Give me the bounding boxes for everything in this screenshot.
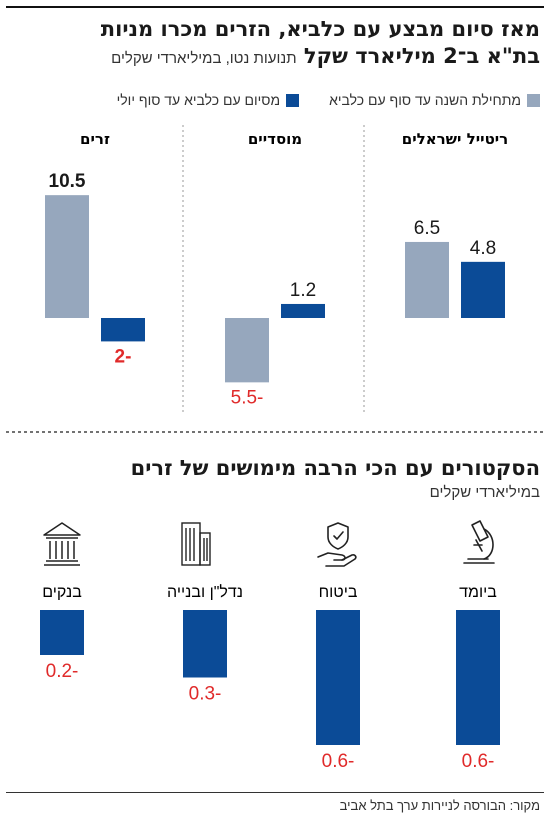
- insurance-hand-icon: [317, 522, 357, 567]
- bar-sector-banks: [40, 610, 84, 655]
- value-label-retail-period2: 4.8: [470, 238, 496, 259]
- legend-label-period2: מסיום עם כלביא עד סוף יולי: [116, 92, 281, 108]
- value-label-foreign-period2: -2: [115, 346, 132, 367]
- sector-label-banks: בנקים: [42, 584, 82, 601]
- bar-institutional-period2: [281, 303, 325, 318]
- title-line-2-row: בת"א ב־2 מיליארד שקל תנועות נטו, במיליאר…: [10, 43, 540, 72]
- top-bars-group: 6.5 4.8 -5.5 1.2 10.5 -2: [45, 171, 505, 408]
- microscope-icon: [463, 520, 495, 564]
- bar-sector-insurance: [316, 610, 360, 745]
- category-label-retail: ריטייל ישראלים: [402, 130, 508, 148]
- value-label-sector-insurance: -0.6: [322, 751, 355, 772]
- section2-subtitle: במיליארדי שקלים: [429, 484, 540, 501]
- legend-swatch-light: [527, 93, 540, 107]
- bar-foreign-period2: [101, 318, 145, 342]
- building-icon: [181, 522, 211, 566]
- bank-icon: [43, 522, 81, 566]
- bar-retail-period2: [461, 261, 505, 318]
- legend-label-period1: מתחילת השנה עד סוף עם כלביא: [329, 92, 521, 108]
- legend-item-period1: מתחילת השנה עד סוף עם כלביא: [329, 92, 540, 108]
- chart-subtitle: תנועות נטו, במיליארדי שקלים: [111, 50, 297, 67]
- value-label-institutional-period1: -5.5: [231, 387, 264, 408]
- top-rule: [6, 6, 544, 8]
- sector-label-realestate: נדל"ן ובנייה: [167, 583, 243, 601]
- bar-institutional-period1: [225, 318, 269, 383]
- source-note: מקור: הבורסה לניירות ערך בתל אביב: [339, 798, 540, 813]
- value-label-retail-period1: 6.5: [414, 218, 440, 239]
- value-label-sector-biomed: -0.6: [462, 751, 495, 772]
- title-line-2: בת"א ב־2 מיליארד שקל: [303, 44, 540, 68]
- legend-swatch-dark: [286, 93, 300, 107]
- legend-item-period2: מסיום עם כלביא עד סוף יולי: [116, 92, 300, 108]
- bar-sector-biomed: [456, 610, 500, 745]
- category-label-foreign: זרים: [80, 130, 110, 148]
- bar-sector-realestate: [183, 610, 227, 678]
- legend: מתחילת השנה עד סוף עם כלביא מסיום עם כלב…: [10, 90, 540, 110]
- value-label-sector-realestate: -0.3: [189, 684, 222, 705]
- category-label-institutional: מוסדיים: [248, 130, 302, 148]
- bar-retail-period1: [405, 241, 449, 318]
- bottom-rule: [6, 792, 544, 793]
- sector-label-biomed: ביומד: [459, 584, 497, 601]
- value-label-sector-banks: -0.2: [46, 661, 79, 682]
- page-title: מאז סיום מבצע עם כלביא, הזרים מכרו מניות…: [10, 16, 540, 72]
- bar-foreign-period1: [45, 195, 89, 318]
- section2-title: הסקטורים עם הכי הרבה מימושים של זרים: [130, 456, 540, 480]
- value-label-foreign-period1: 10.5: [49, 171, 86, 192]
- sector-bars-group: -0.6 -0.6 -0.3 -0.2: [40, 610, 500, 772]
- value-label-institutional-period2: 1.2: [290, 280, 316, 301]
- title-line-1: מאז סיום מבצע עם כלביא, הזרים מכרו מניות: [100, 17, 540, 41]
- sector-label-insurance: ביטוח: [319, 584, 358, 601]
